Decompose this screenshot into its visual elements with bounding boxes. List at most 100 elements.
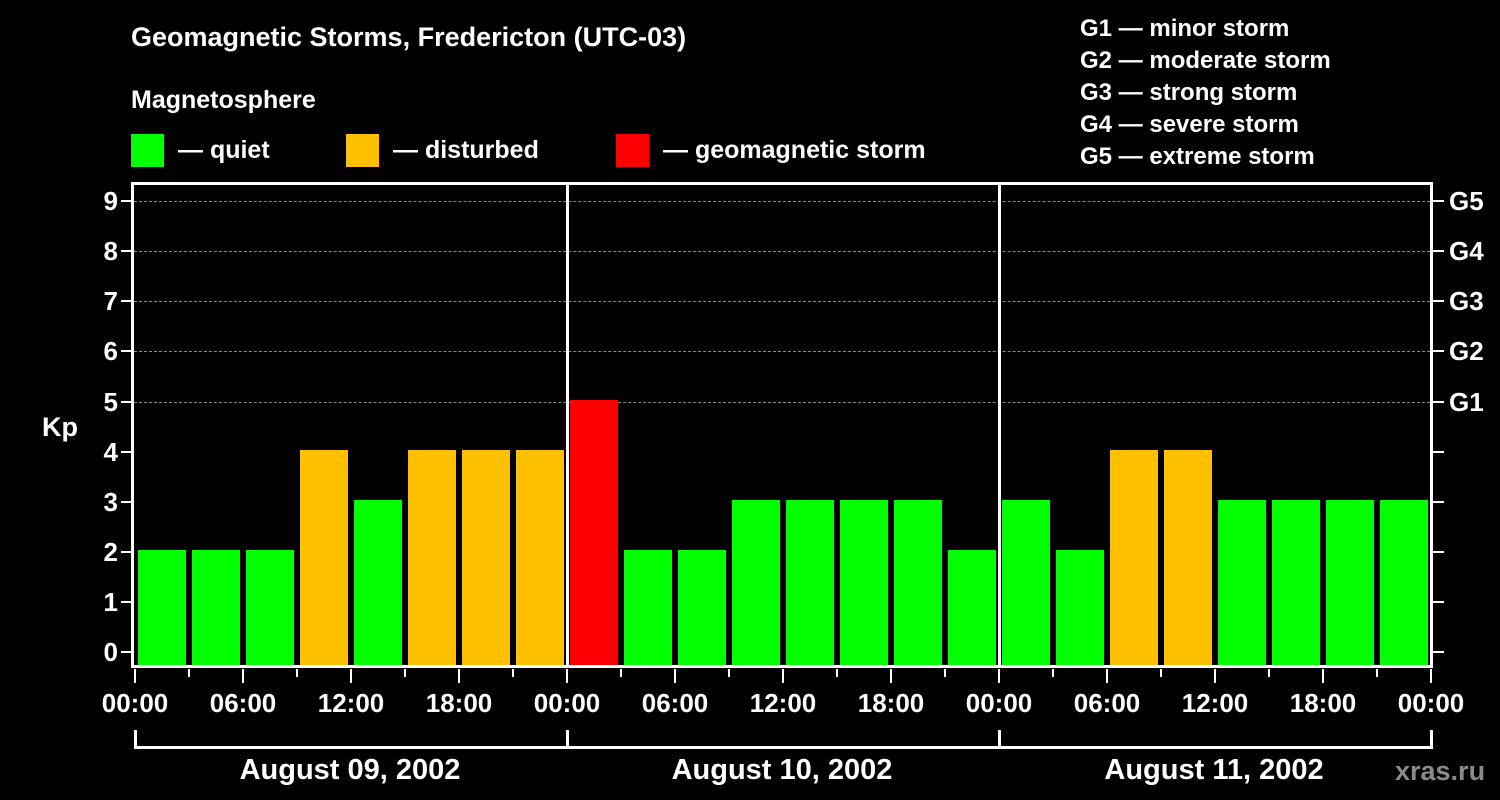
kp-bar	[786, 499, 834, 665]
x-tick-label: 18:00	[425, 688, 493, 718]
g-scale-label: G2	[1449, 336, 1484, 367]
right-tick	[1433, 200, 1444, 203]
y-tick-label: 6	[103, 336, 118, 367]
g-legend-item: G2 — moderate storm	[1080, 47, 1331, 74]
kp-bar	[1110, 449, 1158, 665]
x-tick	[1376, 669, 1378, 677]
gridline	[134, 401, 1430, 403]
kp-bar	[246, 549, 294, 665]
day-bracket-line	[134, 746, 1432, 749]
legend-quiet: — quiet	[131, 134, 270, 167]
y-tick	[121, 651, 132, 653]
x-tick	[242, 669, 244, 683]
kp-bar	[462, 449, 510, 665]
kp-bar	[732, 499, 780, 665]
kp-bar	[1380, 499, 1428, 665]
y-tick	[121, 200, 132, 203]
right-tick	[1433, 651, 1444, 653]
x-tick	[1106, 669, 1108, 683]
y-tick-label: 3	[103, 486, 118, 517]
legend-swatch-storm	[616, 134, 649, 167]
x-tick	[782, 669, 784, 683]
gridline	[134, 201, 1430, 203]
g-legend-item: G4 — severe storm	[1080, 111, 1299, 138]
x-tick-label: 00:00	[101, 688, 169, 718]
kp-bar	[570, 399, 618, 665]
right-tick	[1433, 300, 1444, 303]
right-tick	[1433, 600, 1444, 603]
kp-bar	[1326, 499, 1374, 665]
y-tick-label: 7	[103, 286, 118, 317]
credit-watermark: xras.ru	[1395, 756, 1486, 786]
x-tick-label: 06:00	[1073, 688, 1141, 718]
x-tick-label: 00:00	[533, 688, 601, 718]
right-tick	[1433, 400, 1444, 403]
y-tick-label: 0	[103, 637, 118, 667]
kp-bar	[192, 549, 240, 665]
kp-bar	[948, 549, 996, 665]
day-bracket-tick	[1430, 730, 1433, 749]
y-tick	[121, 400, 132, 403]
y-tick	[121, 550, 132, 553]
x-tick	[296, 669, 298, 677]
x-tick	[512, 669, 514, 677]
g-legend-item: G3 — strong storm	[1080, 79, 1298, 106]
y-tick-label: 2	[103, 536, 118, 567]
right-tick	[1433, 450, 1444, 453]
day-label: August 09, 2002	[239, 754, 461, 786]
x-tick-label: 12:00	[749, 688, 817, 718]
chart-subtitle: Magnetosphere	[131, 86, 316, 114]
x-tick-label: 12:00	[1181, 688, 1249, 718]
x-tick-label: 18:00	[857, 688, 925, 718]
x-tick	[620, 669, 622, 677]
y-axis-label: Kp	[42, 412, 78, 442]
x-tick-label: 00:00	[965, 688, 1033, 718]
x-tick	[1052, 669, 1054, 677]
kp-bar	[516, 449, 564, 665]
legend-disturbed: — disturbed	[346, 134, 539, 167]
y-tick	[121, 350, 132, 353]
day-bracket-tick	[134, 730, 137, 749]
x-tick	[458, 669, 460, 683]
legend-swatch-quiet	[131, 134, 164, 167]
gridline	[134, 301, 1430, 303]
g-scale-legend: G1 — minor storm G2 — moderate storm G3 …	[1080, 13, 1331, 173]
x-tick	[1322, 669, 1324, 683]
kp-bar	[1218, 499, 1266, 665]
day-label: August 11, 2002	[1104, 754, 1324, 786]
g-scale-label: G4	[1449, 236, 1484, 267]
x-tick-label: 18:00	[1289, 688, 1357, 718]
day-bracket-tick	[566, 730, 569, 749]
chart-title: Geomagnetic Storms, Fredericton (UTC-03)	[131, 22, 687, 52]
y-tick	[121, 600, 132, 603]
kp-bar	[624, 549, 672, 665]
x-tick	[998, 669, 1000, 683]
x-tick	[188, 669, 190, 677]
g-legend-item: G1 — minor storm	[1080, 15, 1290, 42]
day-separator	[566, 182, 569, 668]
kp-bar	[1164, 449, 1212, 665]
x-tick	[890, 669, 892, 683]
kp-bar	[408, 449, 456, 665]
gridline	[134, 251, 1430, 253]
kp-bar	[1002, 499, 1050, 665]
x-tick-label: 06:00	[641, 688, 709, 718]
legend-storm: — geomagnetic storm	[616, 134, 926, 167]
right-tick	[1433, 550, 1444, 553]
gridline	[134, 351, 1430, 353]
g-scale-label: G5	[1449, 186, 1484, 217]
kp-bar	[138, 549, 186, 665]
x-tick	[134, 669, 136, 683]
x-tick	[674, 669, 676, 683]
x-tick	[944, 669, 946, 677]
day-bracket-tick	[998, 730, 1001, 749]
y-tick	[121, 300, 132, 303]
x-tick-label: 12:00	[317, 688, 385, 718]
g-legend-item: G5 — extreme storm	[1080, 143, 1315, 170]
y-tick-label: 4	[103, 436, 118, 467]
y-tick-label: 9	[103, 186, 118, 217]
g-scale-label: G1	[1449, 386, 1484, 417]
right-tick	[1433, 250, 1444, 253]
x-tick	[1160, 669, 1162, 677]
kp-bar	[894, 499, 942, 665]
